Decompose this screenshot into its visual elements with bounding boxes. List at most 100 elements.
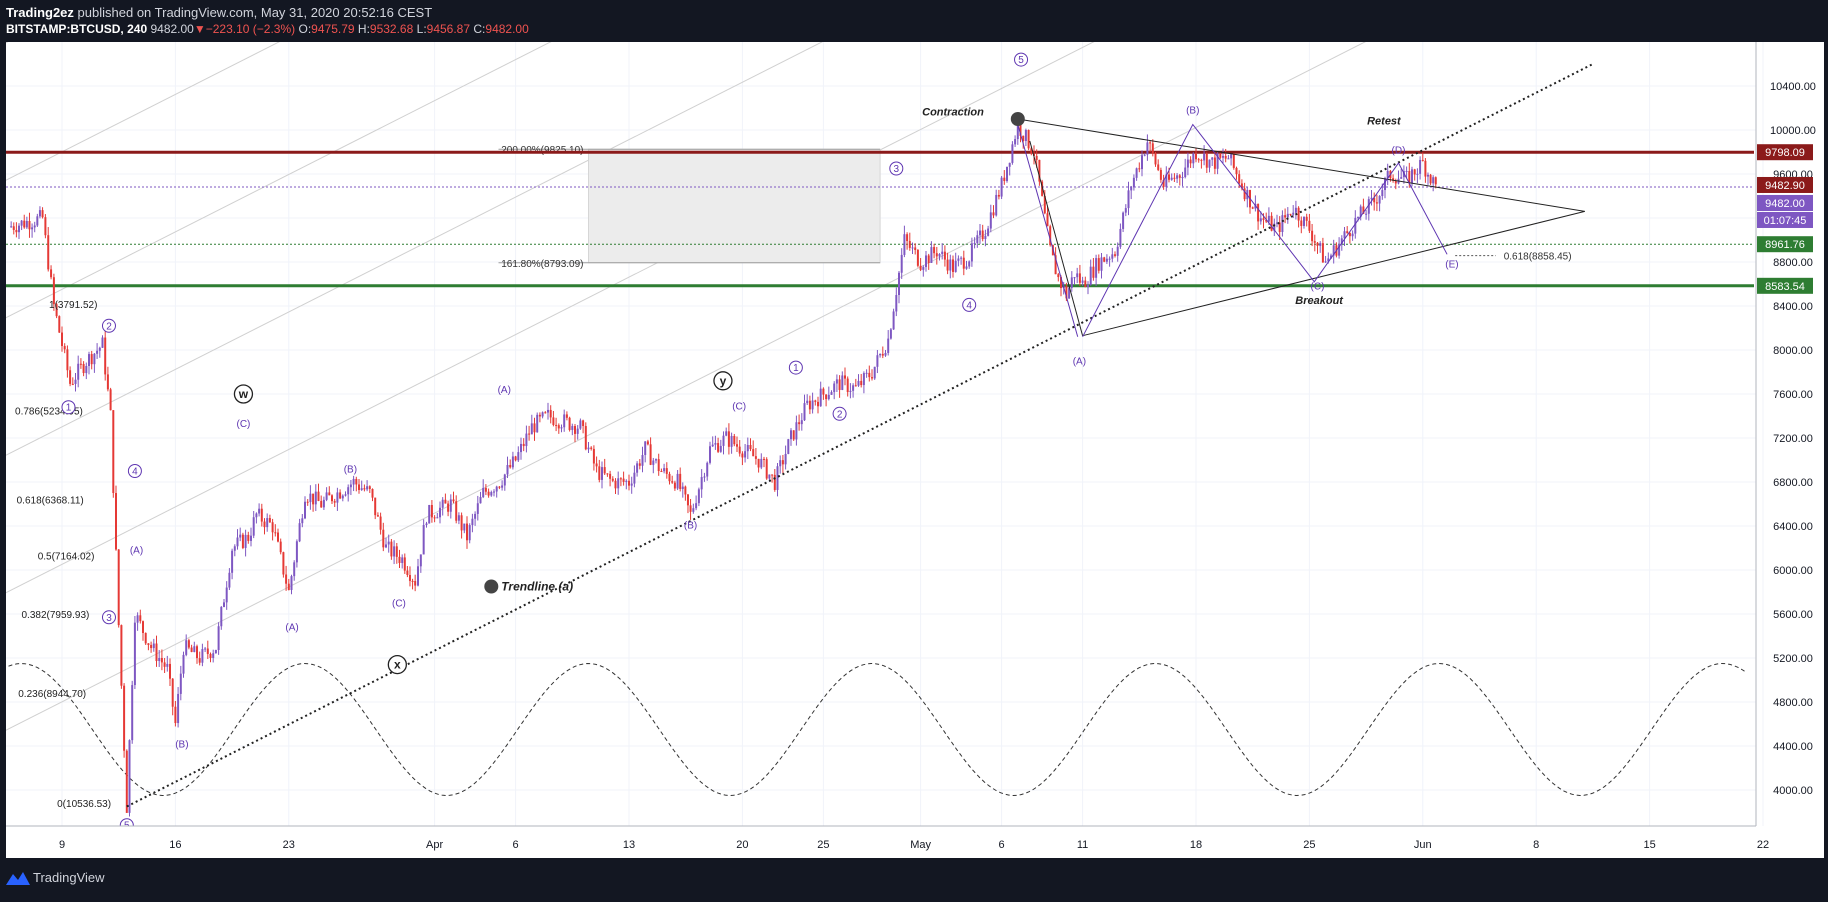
tradingview-logo-icon[interactable]: [6, 871, 30, 885]
candle-body: [960, 257, 963, 259]
candle-body: [935, 253, 938, 257]
candle-body: [266, 518, 269, 528]
candle-body: [833, 383, 836, 393]
candle-body: [981, 230, 984, 240]
candle-body: [117, 549, 120, 626]
candle-body: [306, 501, 309, 503]
candle-body: [617, 478, 620, 489]
candle-body: [12, 226, 15, 230]
open-label: O:: [298, 22, 312, 36]
candle-body: [79, 363, 82, 365]
candle-body: [44, 217, 47, 236]
candle-body: [1192, 153, 1195, 164]
candle-body: [992, 212, 995, 216]
price-tick-label: 6800.00: [1773, 477, 1813, 489]
candle-body: [803, 403, 806, 421]
candle-body: [1240, 183, 1243, 189]
candle-body: [1384, 178, 1386, 191]
candle-body: [525, 433, 528, 447]
price-tick-label: 6000.00: [1773, 565, 1813, 577]
candle-body: [695, 503, 698, 509]
wave-label-circle: [889, 161, 904, 176]
candle-body: [1319, 243, 1322, 246]
wave-label: (C): [732, 402, 746, 413]
wave-label: (A): [498, 385, 511, 396]
candle-body: [895, 295, 898, 312]
candle-body: [817, 401, 819, 407]
candle-body: [1103, 257, 1106, 262]
candle-body: [538, 414, 541, 417]
candle-body: [185, 640, 188, 655]
candle-body: [1262, 218, 1265, 220]
candle-body: [590, 447, 593, 449]
candle-body: [930, 247, 933, 263]
candle-body: [339, 492, 342, 499]
price-labels: 9798.098583.549482.008961.769482.909482.…: [1757, 144, 1813, 294]
candle-body: [252, 517, 255, 536]
wave-label-circle: [832, 406, 847, 421]
candle-body: [419, 554, 422, 567]
candle-body: [452, 499, 455, 502]
candle-body: [150, 644, 153, 649]
fib-left-label: 0.786(5234.95): [15, 407, 83, 418]
candle-body: [1213, 157, 1216, 169]
candle-body: [36, 216, 39, 226]
candle-body: [1087, 284, 1089, 288]
candle-body: [1365, 213, 1368, 215]
candle-body: [871, 377, 873, 379]
author-name[interactable]: Trading2ez: [6, 5, 74, 20]
candle-body: [941, 251, 944, 255]
candle-body: [490, 492, 493, 496]
time-tick-label: Apr: [426, 839, 443, 851]
candle-body: [255, 513, 258, 518]
plot-background: [6, 42, 1756, 826]
candle-body: [592, 448, 595, 464]
candle-body: [166, 663, 169, 667]
candle-body: [1224, 155, 1227, 159]
candle-body: [1351, 233, 1354, 237]
candle-body: [1119, 228, 1122, 247]
candle-body: [1043, 195, 1046, 214]
candle-body: [795, 422, 798, 440]
candle-body: [1219, 153, 1222, 158]
price-axis-background: [1756, 42, 1824, 826]
candle-body: [1238, 174, 1241, 184]
wxy-label: y: [720, 374, 727, 388]
candle-body: [125, 750, 128, 813]
time-tick-label: May: [910, 839, 931, 851]
candle-body: [501, 485, 504, 488]
candle-body: [274, 532, 277, 534]
candle-body: [1222, 155, 1224, 158]
annotation-label: Retest: [1367, 116, 1402, 128]
candle-body: [1159, 169, 1162, 180]
candle-body: [511, 456, 514, 468]
candle-body: [892, 311, 895, 330]
candle-body: [671, 481, 674, 483]
candle-body: [368, 486, 371, 489]
candle-body: [1324, 261, 1327, 263]
candle-body: [169, 663, 171, 679]
candle-body: [652, 460, 655, 465]
price-axis-tag: [1757, 176, 1813, 193]
candle-body: [209, 653, 212, 658]
wave-label: (A): [285, 623, 298, 634]
candle-body: [449, 499, 452, 512]
symbol-label[interactable]: BITSTAMP:BTCUSD, 240: [6, 22, 148, 36]
candle-body: [466, 523, 468, 541]
candle-body: [398, 556, 401, 563]
candle-body: [838, 379, 841, 390]
candle-body: [800, 420, 803, 425]
candle-body: [1203, 153, 1206, 161]
candle-body: [854, 385, 857, 387]
brand-name[interactable]: TradingView: [33, 870, 105, 885]
candle-body: [1000, 177, 1003, 197]
candle-body: [968, 261, 971, 267]
candle-body: [47, 235, 50, 270]
wave-label: (B): [175, 739, 188, 750]
candle-body: [182, 654, 185, 674]
candle-body: [916, 250, 919, 266]
fib-left-label: 0(10536.53): [57, 799, 111, 810]
candle-body: [1424, 160, 1427, 177]
